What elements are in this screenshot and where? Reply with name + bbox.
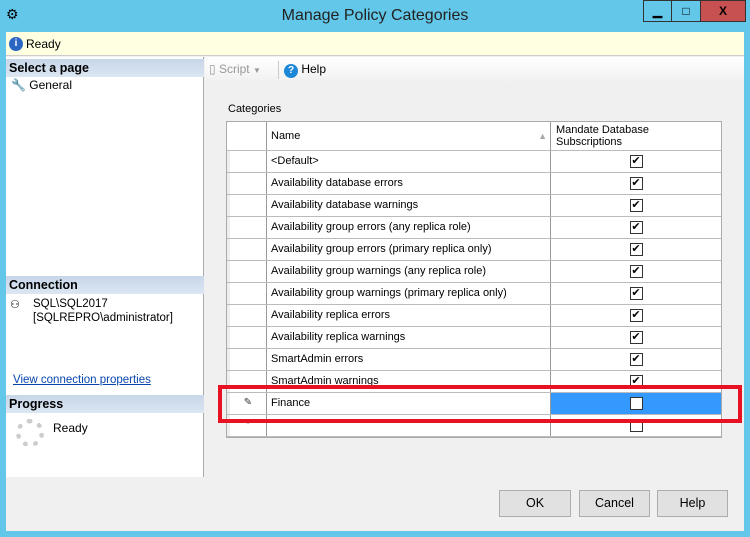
name-cell[interactable]: Availability replica warnings	[267, 327, 551, 348]
ok-button[interactable]: OK	[499, 490, 571, 517]
dropdown-arrow-icon: ▼	[252, 66, 261, 75]
progress-spinner-icon	[16, 419, 44, 447]
name-cell[interactable]: Availability group warnings (primary rep…	[267, 283, 551, 304]
toolbar-separator	[278, 61, 279, 79]
mandate-checkbox[interactable]: ✔	[629, 243, 643, 256]
name-cell[interactable]: SmartAdmin errors	[267, 349, 551, 370]
name-cell[interactable]	[267, 415, 551, 436]
name-cell[interactable]: <Default>	[267, 151, 551, 172]
progress-header: Progress	[6, 395, 204, 413]
mandate-checkbox[interactable]: ✔	[629, 221, 643, 234]
script-button[interactable]: ▯ Script ▼	[209, 62, 261, 76]
mandate-checkbox[interactable]	[629, 397, 643, 410]
mandate-cell[interactable]: ✔	[551, 261, 721, 282]
row-header[interactable]	[227, 349, 267, 370]
mandate-checkbox[interactable]: ✔	[629, 155, 643, 168]
table-row[interactable]: Availability replica warnings ✔	[227, 327, 721, 349]
column-header-name[interactable]: Name ▲	[267, 122, 551, 150]
name-cell[interactable]: SmartAdmin warnings	[267, 371, 551, 392]
table-row[interactable]: Availability group errors (primary repli…	[227, 239, 721, 261]
highlight-box	[218, 385, 742, 423]
mandate-checkbox[interactable]: ✔	[629, 287, 643, 300]
name-cell[interactable]: Availability group errors (any replica r…	[267, 217, 551, 238]
status-bar: i Ready	[6, 32, 744, 56]
name-cell[interactable]: Availability group errors (primary repli…	[267, 239, 551, 260]
mandate-cell[interactable]: ✔	[551, 305, 721, 326]
table-row[interactable]: ✎ Finance	[227, 393, 721, 415]
connection-header: Connection	[6, 276, 204, 294]
left-panel: Select a page 🔧 General Connection ⚇ SQL…	[6, 57, 204, 477]
maximize-button[interactable]: □	[671, 0, 701, 22]
toolbar: ▯ Script ▼ ? Help	[205, 57, 744, 83]
sort-ascending-icon: ▲	[538, 131, 547, 141]
table-row[interactable]: Availability replica errors ✔	[227, 305, 721, 327]
minimize-button[interactable]: ▁	[643, 0, 672, 22]
status-text: Ready	[26, 37, 61, 51]
page-label: General	[29, 78, 72, 92]
help-toolbar-button[interactable]: ? Help	[284, 62, 326, 78]
table-row[interactable]: <Default> ✔	[227, 151, 721, 173]
page-item-general[interactable]: 🔧 General	[11, 78, 72, 92]
row-header[interactable]	[227, 283, 267, 304]
row-header[interactable]	[227, 327, 267, 348]
help-button[interactable]: Help	[657, 490, 728, 517]
mandate-checkbox[interactable]: ✔	[629, 199, 643, 212]
name-cell[interactable]: Availability database warnings	[267, 195, 551, 216]
column-header-mandate[interactable]: Mandate Database Subscriptions	[556, 124, 649, 148]
table-row[interactable]: Availability group warnings (any replica…	[227, 261, 721, 283]
row-header[interactable]	[227, 195, 267, 216]
mandate-checkbox[interactable]: ✔	[629, 331, 643, 344]
script-icon: ▯	[209, 62, 216, 76]
row-header[interactable]	[227, 261, 267, 282]
connection-icon: ⚇	[10, 299, 20, 311]
mandate-cell[interactable]: ✔	[551, 283, 721, 304]
row-header[interactable]	[227, 217, 267, 238]
close-button[interactable]: X	[700, 0, 746, 22]
table-row[interactable]: Availability group errors (any replica r…	[227, 217, 721, 239]
mandate-cell[interactable]: ✔	[551, 173, 721, 194]
name-cell[interactable]: Availability group warnings (any replica…	[267, 261, 551, 282]
table-row[interactable]: SmartAdmin errors ✔	[227, 349, 721, 371]
mandate-checkbox[interactable]: ✔	[629, 309, 643, 322]
progress-status: Ready	[53, 421, 88, 435]
row-header[interactable]	[227, 305, 267, 326]
mandate-cell[interactable]: ✔	[551, 151, 721, 172]
mandate-cell[interactable]: ✔	[551, 349, 721, 370]
window-title: Manage Policy Categories	[281, 7, 469, 24]
grid-header: Name ▲ Mandate Database Subscriptions	[227, 122, 721, 151]
mandate-cell[interactable]: ✔	[551, 217, 721, 238]
mandate-cell[interactable]	[551, 393, 721, 414]
name-cell[interactable]: Finance	[267, 393, 551, 414]
mandate-checkbox[interactable]: ✔	[629, 265, 643, 278]
table-row[interactable]: Availability group warnings (primary rep…	[227, 283, 721, 305]
row-header[interactable]	[227, 151, 267, 172]
mandate-cell[interactable]: ✔	[551, 327, 721, 348]
user-name: [SQLREPRO\administrator]	[33, 312, 173, 324]
mandate-checkbox[interactable]: ✔	[629, 177, 643, 190]
app-icon: ⚙	[6, 6, 19, 22]
table-row[interactable]: Availability database warnings ✔	[227, 195, 721, 217]
name-cell[interactable]: Availability replica errors	[267, 305, 551, 326]
table-row[interactable]: Availability database errors ✔	[227, 173, 721, 195]
mandate-cell[interactable]: ✔	[551, 239, 721, 260]
name-cell[interactable]: Availability database errors	[267, 173, 551, 194]
select-page-header: Select a page	[6, 59, 204, 77]
wrench-icon: 🔧	[11, 78, 26, 92]
help-icon: ?	[284, 64, 298, 78]
editing-pencil-icon[interactable]: ✎	[227, 393, 267, 414]
mandate-checkbox[interactable]: ✔	[629, 353, 643, 366]
row-header[interactable]	[227, 239, 267, 260]
mandate-cell[interactable]: ✔	[551, 195, 721, 216]
info-icon: i	[9, 37, 23, 51]
categories-label: Categories	[228, 103, 282, 115]
cancel-button[interactable]: Cancel	[579, 490, 650, 517]
corner-cell	[227, 122, 267, 150]
view-connection-link[interactable]: View connection properties	[13, 374, 151, 386]
row-header[interactable]	[227, 173, 267, 194]
server-name: SQL\SQL2017	[33, 298, 108, 310]
